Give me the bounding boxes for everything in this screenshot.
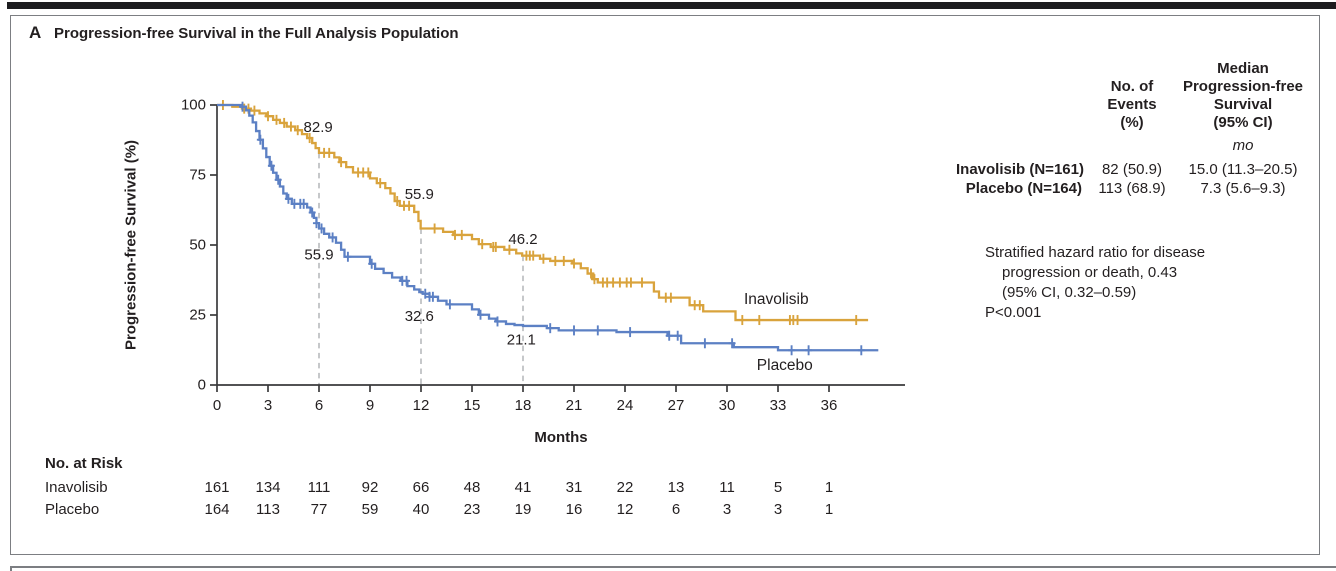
x-tick-label: 0	[213, 397, 221, 414]
x-tick-label: 21	[566, 397, 583, 414]
risk-count: 77	[310, 501, 328, 518]
risk-count: 12	[616, 501, 634, 518]
x-tick-label: 27	[668, 397, 685, 414]
summary-row: Inavolisib (N=161) 82 (50.9) 15.0 (11.3–20…	[956, 160, 1312, 179]
top-rule	[7, 2, 1336, 9]
risk-count: 92	[361, 479, 379, 496]
risk-row-label: Inavolisib	[45, 479, 108, 496]
x-tick-label: 6	[315, 397, 323, 414]
panel-letter: A	[29, 23, 42, 42]
risk-count: 40	[412, 501, 430, 518]
summary-row-label: Inavolisib (N=161)	[956, 161, 1084, 178]
risk-count: 19	[514, 501, 532, 518]
risk-count: 161	[204, 479, 230, 496]
risk-count: 1	[824, 479, 834, 496]
summary-header-events: No. of Events (%)	[1090, 78, 1174, 132]
risk-table-title: No. at Risk	[45, 455, 123, 472]
y-tick-label: 0	[198, 377, 206, 394]
summary-header-line: Survival	[1213, 96, 1273, 113]
x-tick-label: 18	[515, 397, 532, 414]
hazard-ratio-line: Stratified hazard ratio for disease	[985, 244, 1206, 261]
km-curve-placebo	[217, 103, 879, 352]
summary-header-line: Events	[1107, 96, 1157, 113]
x-tick-label: 3	[264, 397, 272, 414]
summary-table: No. of Events (%) Median Progression-free Su…	[956, 60, 1312, 198]
risk-count: 22	[616, 479, 634, 496]
summary-row-median: 7.3 (5.6–9.3)	[1200, 180, 1286, 197]
risk-count: 16	[565, 501, 583, 518]
risk-count: 31	[565, 479, 583, 496]
risk-row-label: Placebo	[45, 501, 100, 518]
summary-rows: Inavolisib (N=161) 82 (50.9) 15.0 (11.3–20…	[956, 160, 1312, 198]
y-tick-label: 50	[189, 237, 206, 254]
landmark-rate-inavolisib: 55.9	[405, 186, 434, 203]
x-tick-label: 30	[719, 397, 736, 414]
x-tick-label: 9	[366, 397, 374, 414]
x-tick-label: 15	[464, 397, 481, 414]
risk-count: 13	[667, 479, 685, 496]
p-value: P<0.001	[985, 304, 1042, 321]
landmark-rate-placebo: 55.9	[304, 246, 333, 263]
landmark-rate-inavolisib: 46.2	[508, 231, 537, 248]
hazard-ratio-text: Stratified hazard ratio for disease progr…	[985, 243, 1315, 303]
risk-count: 164	[204, 501, 230, 518]
risk-count: 113	[256, 501, 280, 518]
summary-row-label: Placebo (N=164)	[965, 180, 1082, 197]
y-tick-label: 100	[181, 97, 206, 114]
summary-unit-mo: mo	[1232, 137, 1254, 154]
summary-table-header: No. of Events (%) Median Progression-free Su…	[956, 60, 1312, 132]
x-tick-label: 24	[617, 397, 634, 414]
summary-row-events: 113 (68.9)	[1098, 180, 1166, 197]
x-axis-label: Months	[534, 429, 587, 446]
landmark-rate-placebo: 32.6	[405, 308, 434, 325]
summary-row-median: 15.0 (11.3–20.5)	[1188, 161, 1298, 178]
risk-count: 23	[463, 501, 481, 518]
summary-header-line: Median	[1217, 60, 1269, 77]
landmark-rate-inavolisib: 82.9	[304, 119, 333, 136]
y-tick-label: 75	[189, 167, 206, 184]
x-tick-label: 33	[770, 397, 787, 414]
summary-header-line: Progression-free	[1182, 78, 1304, 95]
hazard-ratio-block: Stratified hazard ratio for disease progr…	[985, 243, 1315, 323]
landmark-rate-placebo: 21.1	[507, 332, 536, 349]
risk-count: 59	[361, 501, 379, 518]
next-panel-top-rule	[10, 566, 1336, 568]
risk-count: 1	[824, 501, 834, 518]
x-tick-label: 36	[821, 397, 838, 414]
curve-label-placebo: Placebo	[757, 357, 813, 374]
risk-count: 5	[773, 479, 783, 496]
summary-header-line: (95% CI)	[1213, 114, 1273, 131]
km-curve-inavolisib	[217, 103, 869, 322]
y-tick-label: 25	[189, 307, 206, 324]
summary-row: Placebo (N=164) 113 (68.9) 7.3 (5.6–9.3)	[956, 179, 1312, 198]
risk-count: 6	[671, 501, 681, 518]
risk-count: 41	[514, 479, 532, 496]
risk-count: 134	[255, 479, 281, 496]
summary-unit-row: mo	[956, 132, 1312, 160]
risk-count: 66	[412, 479, 430, 496]
next-panel-left-stub	[10, 566, 12, 571]
summary-header-line: (%)	[1120, 114, 1144, 131]
summary-row-events: 82 (50.9)	[1101, 161, 1163, 178]
summary-header-line: No. of	[1110, 78, 1154, 95]
panel-title: Progression-free Survival in the Full An…	[54, 25, 459, 42]
risk-count: 48	[463, 479, 481, 496]
hazard-ratio-line: progression or death, 0.43	[1002, 264, 1178, 281]
risk-count: 111	[307, 479, 331, 496]
risk-count: 11	[719, 479, 735, 496]
summary-header-median: Median Progression-free Survival (95% CI)	[1174, 60, 1312, 132]
panel-border	[10, 15, 1320, 555]
risk-count: 3	[722, 501, 732, 518]
x-tick-label: 12	[413, 397, 430, 414]
risk-count: 3	[773, 501, 783, 518]
curve-label-inavolisib: Inavolisib	[744, 291, 809, 308]
hazard-ratio-line: (95% CI, 0.32–0.59)	[1002, 284, 1137, 301]
